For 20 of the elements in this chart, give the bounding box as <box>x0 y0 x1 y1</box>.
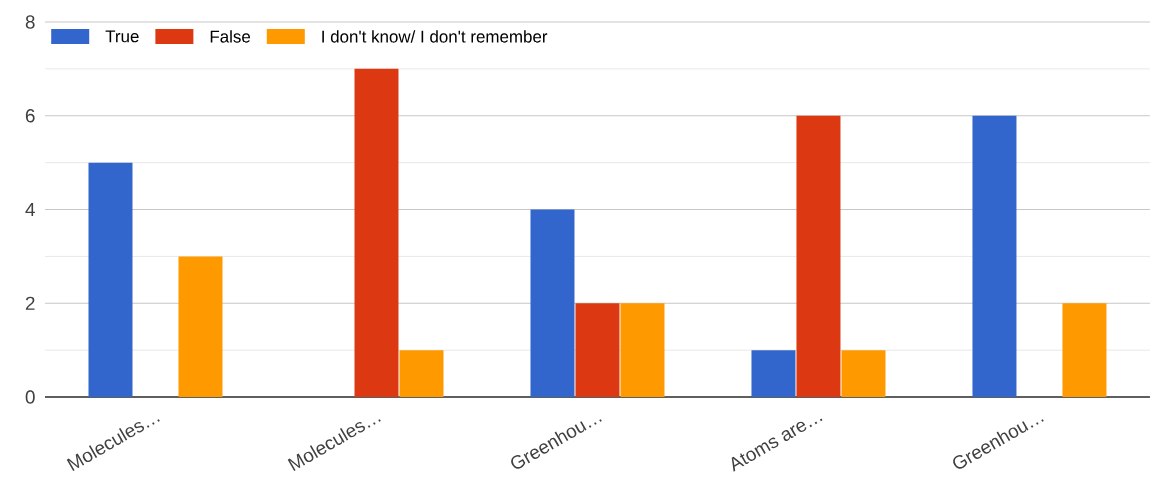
bar <box>399 350 444 397</box>
bar <box>178 256 223 397</box>
bar <box>972 115 1017 397</box>
bar <box>841 350 886 397</box>
legend-label: True <box>105 30 139 43</box>
bar <box>620 303 665 397</box>
legend-label: False <box>210 30 251 43</box>
bar <box>796 115 841 397</box>
y-tick-label: 8 <box>25 15 35 29</box>
bar <box>1062 303 1107 397</box>
bar <box>530 209 575 397</box>
y-tick-label: 4 <box>25 202 35 217</box>
bar <box>751 350 796 397</box>
legend-label: I don't know/ I don't remember <box>322 30 548 43</box>
y-tick-label: 0 <box>25 390 35 404</box>
y-tick-label: 2 <box>25 296 35 310</box>
y-tick-label: 6 <box>25 109 35 123</box>
bar <box>88 162 133 397</box>
bar <box>575 303 620 397</box>
bar <box>354 68 399 397</box>
